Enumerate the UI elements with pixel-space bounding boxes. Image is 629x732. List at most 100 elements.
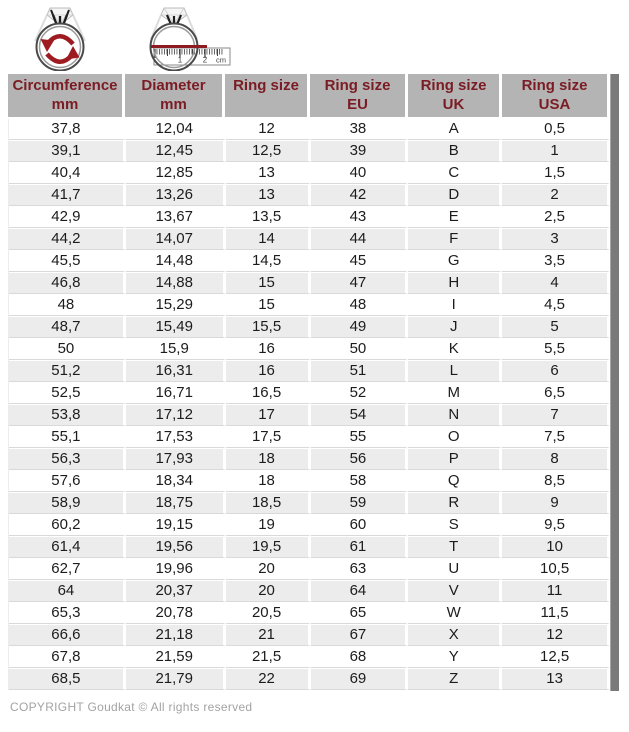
cell-ring-size-eu: 64 (310, 581, 409, 602)
cell-ring-size: 13,5 (225, 207, 311, 228)
cell-circumference-mm: 64 (9, 581, 126, 602)
cell-ring-size-usa: 5,5 (502, 339, 610, 360)
cell-ring-size-uk: M (408, 383, 503, 404)
scrollbar[interactable] (610, 74, 619, 691)
table-main: Circumference mm Diameter mm Ring size R… (8, 74, 610, 691)
cell-circumference-mm: 55,1 (9, 427, 126, 448)
table-row: 40,4 12,85 13 40 C 1,5 (9, 163, 610, 184)
cell-ring-size-uk: W (408, 603, 503, 624)
cell-ring-size-usa: 1,5 (502, 163, 610, 184)
table-row: 56,3 17,93 18 56 P 8 (9, 449, 610, 470)
cell-ring-size-uk: N (408, 405, 503, 426)
cell-ring-size: 22 (225, 669, 311, 690)
table-row: 50 15,9 16 50 K 5,5 (9, 339, 610, 360)
cell-circumference-mm: 53,8 (9, 405, 126, 426)
cell-diameter-mm: 21,79 (125, 669, 226, 690)
table-row: 44,2 14,07 14 44 F 3 (9, 229, 610, 250)
cell-ring-size-eu: 45 (310, 251, 409, 272)
cell-ring-size: 20,5 (225, 603, 311, 624)
cell-ring-size-usa: 10 (502, 537, 610, 558)
cell-ring-size-uk: T (408, 537, 503, 558)
column-header-unit: USA (538, 96, 571, 113)
cell-circumference-mm: 41,7 (9, 185, 126, 206)
column-header-title: Ring size (324, 77, 391, 94)
cell-ring-size-uk: I (408, 295, 503, 316)
cell-diameter-mm: 15,9 (125, 339, 226, 360)
table-row: 51,2 16,31 16 51 L 6 (9, 361, 610, 382)
ring-size-table: Circumference mm Diameter mm Ring size R… (8, 74, 619, 691)
cell-diameter-mm: 15,29 (125, 295, 226, 316)
cell-ring-size: 12 (225, 119, 311, 140)
cell-circumference-mm: 65,3 (9, 603, 126, 624)
cell-circumference-mm: 62,7 (9, 559, 126, 580)
cell-ring-size-usa: 8,5 (502, 471, 610, 492)
cell-ring-size-usa: 2,5 (502, 207, 610, 228)
column-header: Ring size (225, 74, 310, 117)
cell-ring-size: 17,5 (225, 427, 311, 448)
cell-diameter-mm: 16,71 (125, 383, 226, 404)
cell-ring-size-eu: 54 (310, 405, 409, 426)
cell-circumference-mm: 60,2 (9, 515, 126, 536)
cell-ring-size: 16 (225, 361, 311, 382)
cell-diameter-mm: 12,45 (125, 141, 226, 162)
cell-circumference-mm: 56,3 (9, 449, 126, 470)
cell-circumference-mm: 48,7 (9, 317, 126, 338)
table-row: 39,1 12,45 12,5 39 B 1 (9, 141, 610, 162)
cell-ring-size-uk: S (408, 515, 503, 536)
cell-ring-size-eu: 47 (310, 273, 409, 294)
cell-circumference-mm: 42,9 (9, 207, 126, 228)
column-header: Ring size EU (310, 74, 408, 117)
cell-ring-size-uk: L (408, 361, 503, 382)
table-row: 67,8 21,59 21,5 68 Y 12,5 (9, 647, 610, 668)
table-header-row: Circumference mm Diameter mm Ring size R… (8, 74, 610, 117)
column-header-title: Ring size (233, 77, 299, 94)
cell-circumference-mm: 61,4 (9, 537, 126, 558)
cell-ring-size: 21,5 (225, 647, 311, 668)
table-row: 48,7 15,49 15,5 49 J 5 (9, 317, 610, 338)
cell-ring-size: 18,5 (225, 493, 311, 514)
column-header: Diameter mm (125, 74, 225, 117)
cell-ring-size-uk: Q (408, 471, 503, 492)
cell-circumference-mm: 50 (9, 339, 126, 360)
cell-circumference-mm: 68,5 (9, 669, 126, 690)
cell-diameter-mm: 14,48 (125, 251, 226, 272)
cell-ring-size-eu: 42 (310, 185, 409, 206)
cell-circumference-mm: 48 (9, 295, 126, 316)
column-header-unit (225, 95, 307, 114)
column-header-unit: mm (160, 96, 187, 113)
measurement-icons-row: 1 2 cm (0, 0, 629, 74)
cell-circumference-mm: 46,8 (9, 273, 126, 294)
cell-diameter-mm: 18,75 (125, 493, 226, 514)
cell-ring-size-usa: 13 (502, 669, 610, 690)
cell-ring-size: 15 (225, 295, 311, 316)
cell-ring-size-usa: 5 (502, 317, 610, 338)
cell-ring-size-eu: 59 (310, 493, 409, 514)
cell-ring-size-usa: 1 (502, 141, 610, 162)
cell-ring-size-eu: 65 (310, 603, 409, 624)
cell-diameter-mm: 19,96 (125, 559, 226, 580)
cell-ring-size-eu: 50 (310, 339, 409, 360)
cell-ring-size-uk: U (408, 559, 503, 580)
cell-ring-size-usa: 9 (502, 493, 610, 514)
cell-ring-size: 13 (225, 163, 311, 184)
cell-circumference-mm: 66,6 (9, 625, 126, 646)
ring-circumference-icon (34, 7, 86, 71)
column-header-unit: EU (347, 96, 368, 113)
table-row: 66,6 21,18 21 67 X 12 (9, 625, 610, 646)
table-row: 41,7 13,26 13 42 D 2 (9, 185, 610, 206)
cell-ring-size-uk: O (408, 427, 503, 448)
cell-diameter-mm: 12,04 (125, 119, 226, 140)
cell-ring-size-eu: 63 (310, 559, 409, 580)
cell-diameter-mm: 21,59 (125, 647, 226, 668)
cell-circumference-mm: 37,8 (9, 119, 126, 140)
cell-ring-size-uk: Z (408, 669, 503, 690)
copyright-text: COPYRIGHT Goudkat © All rights reserved (10, 700, 253, 714)
cell-ring-size-eu: 39 (310, 141, 409, 162)
cell-diameter-mm: 13,26 (125, 185, 226, 206)
cell-ring-size: 20 (225, 559, 311, 580)
cell-ring-size-uk: K (408, 339, 503, 360)
cell-ring-size-usa: 4,5 (502, 295, 610, 316)
cell-ring-size-usa: 0,5 (502, 119, 610, 140)
cell-circumference-mm: 67,8 (9, 647, 126, 668)
cell-ring-size: 19,5 (225, 537, 311, 558)
